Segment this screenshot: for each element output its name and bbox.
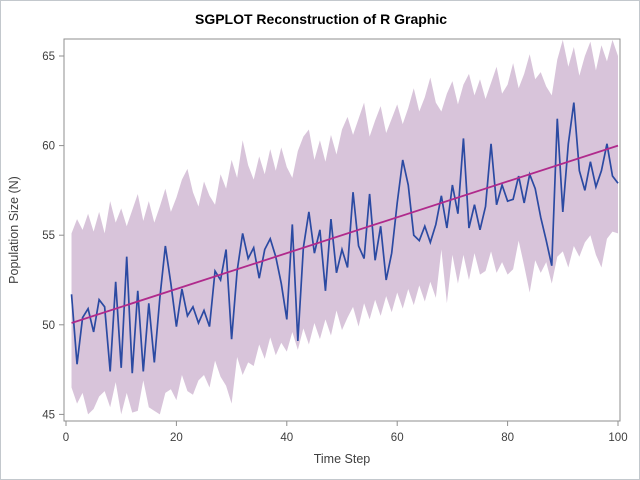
y-tick-label: 65 (42, 51, 55, 63)
population-series-layer (70, 102, 619, 374)
trend-line (71, 144, 619, 324)
plot-frame (63, 38, 621, 422)
x-axis-title: Time Step (314, 452, 371, 466)
y-tick-label: 60 (42, 141, 55, 153)
y-tick-label: 45 (42, 409, 55, 421)
x-tick-label: 60 (391, 432, 404, 444)
x-tick-label: 0 (63, 432, 69, 444)
x-tick-label: 100 (608, 432, 627, 444)
y-tick-label: 50 (42, 320, 55, 332)
chart-title: SGPLOT Reconstruction of R Graphic (195, 11, 447, 27)
axis-tick-layer: 45 50 55 60 65 0 20 40 60 80 100 (42, 51, 627, 444)
y-tick-label: 55 (42, 230, 55, 242)
x-tick-label: 80 (501, 432, 514, 444)
y-axis-title: Population Size (N) (7, 176, 21, 284)
trend-line-layer (71, 144, 619, 324)
x-tick-label: 20 (170, 432, 183, 444)
population-line (70, 102, 619, 374)
x-tick-label: 40 (280, 432, 293, 444)
